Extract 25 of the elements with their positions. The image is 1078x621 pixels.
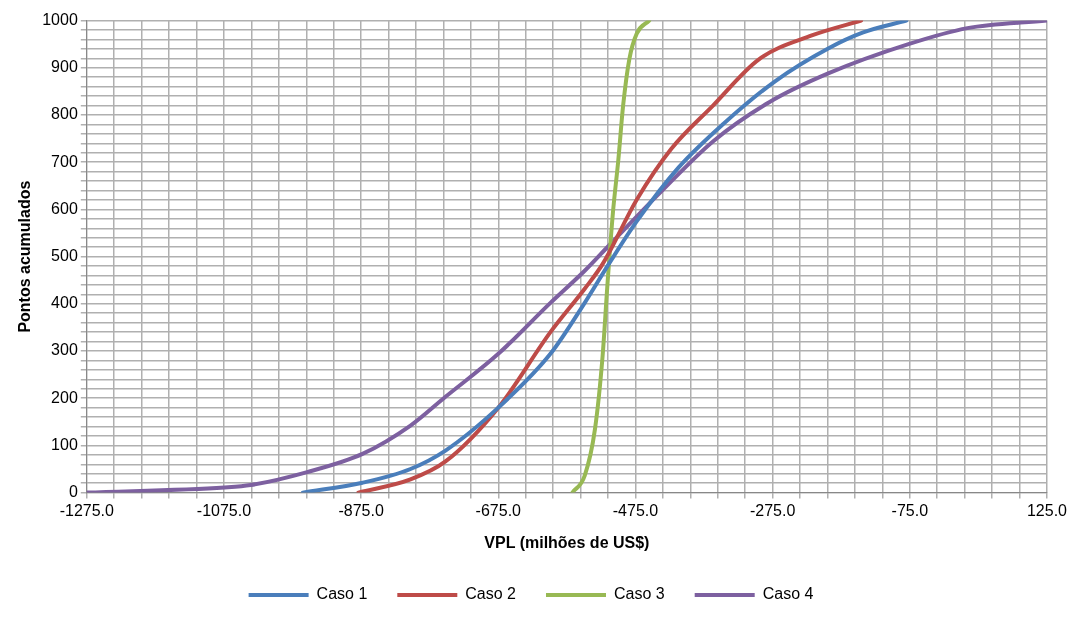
y-tick-label: 900 bbox=[51, 58, 78, 76]
legend-label: Caso 4 bbox=[762, 585, 814, 603]
x-tick-label: -475.0 bbox=[612, 501, 659, 519]
y-tick-label: 300 bbox=[51, 341, 78, 359]
x-tick-label: -1275.0 bbox=[59, 501, 115, 519]
x-axis-title: VPL (milhões de US$) bbox=[484, 533, 650, 551]
y-axis-title: Pontos acumulados bbox=[16, 180, 34, 333]
y-tick-label: 600 bbox=[51, 199, 78, 217]
y-tick-label: 800 bbox=[51, 105, 78, 123]
x-tick-label: -875.0 bbox=[338, 501, 384, 519]
x-tick-label: -75.0 bbox=[891, 501, 929, 519]
legend-label: Caso 3 bbox=[614, 585, 665, 603]
x-tick-label: -275.0 bbox=[749, 501, 796, 519]
y-tick-label: 100 bbox=[51, 435, 78, 453]
y-tick-label: 200 bbox=[51, 388, 78, 406]
x-tick-label: 125.0 bbox=[1026, 501, 1068, 519]
x-tick-label: -1075.0 bbox=[196, 501, 252, 519]
legend-label: Caso 2 bbox=[465, 585, 517, 603]
legend-label: Caso 1 bbox=[316, 585, 368, 603]
y-tick-label: 400 bbox=[51, 294, 78, 312]
y-tick-label: 1000 bbox=[42, 11, 78, 29]
y-tick-label: 0 bbox=[68, 483, 78, 501]
y-tick-label: 500 bbox=[51, 247, 78, 265]
y-tick-label: 700 bbox=[51, 152, 78, 170]
x-tick-label: -675.0 bbox=[475, 501, 522, 519]
